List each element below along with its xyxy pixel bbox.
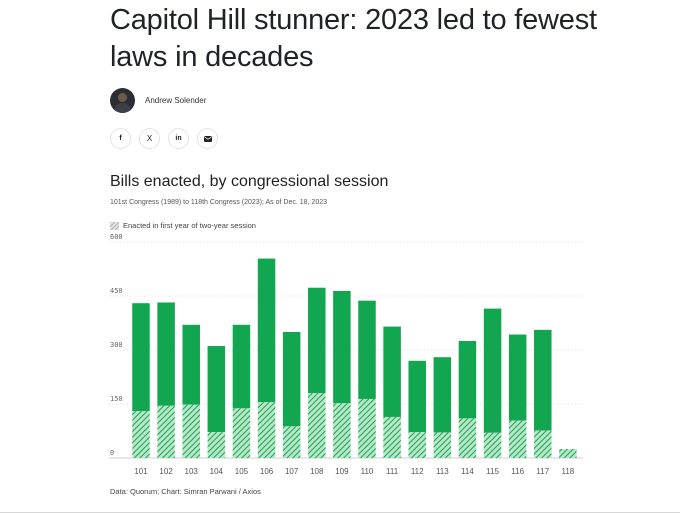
divider — [0, 512, 680, 513]
bar-first-year-113[interactable] — [433, 432, 452, 458]
x-tick-label: 117 — [536, 467, 549, 476]
bar-first-year-111[interactable] — [383, 416, 401, 458]
bar-total-112[interactable] — [408, 360, 426, 433]
bar-total-105[interactable] — [232, 324, 251, 409]
bar-first-year-105[interactable] — [232, 408, 251, 458]
author-avatar[interactable] — [110, 88, 135, 113]
bar-first-year-112[interactable] — [408, 432, 426, 458]
bar-total-114[interactable] — [458, 341, 477, 419]
x-icon: X — [146, 134, 153, 143]
bar-first-year-118[interactable] — [559, 449, 577, 458]
chart-source: Data: Quorum; Chart: Simran Parwani / Ax… — [110, 487, 261, 496]
bar-total-103[interactable] — [182, 324, 200, 405]
bar-first-year-117[interactable] — [534, 430, 552, 458]
bar-first-year-107[interactable] — [282, 426, 301, 458]
x-tick-label: 102 — [159, 467, 173, 476]
x-tick-label: 108 — [310, 467, 324, 476]
linkedin-icon: in — [175, 135, 182, 142]
bar-first-year-109[interactable] — [333, 403, 351, 458]
bar-total-115[interactable] — [483, 308, 502, 433]
bar-first-year-103[interactable] — [182, 404, 200, 458]
x-tick-label: 105 — [235, 467, 249, 476]
y-tick-label: 600 — [110, 233, 123, 241]
bar-total-110[interactable] — [358, 300, 376, 399]
chart-legend: Enacted in first year of two-year sessio… — [110, 221, 256, 230]
bar-first-year-106[interactable] — [257, 402, 276, 458]
x-tick-label: 113 — [436, 467, 449, 476]
legend-label: Enacted in first year of two-year sessio… — [123, 221, 256, 230]
share-linkedin-button[interactable]: in — [168, 128, 189, 149]
x-tick-label: 116 — [511, 467, 524, 476]
x-tick-label: 107 — [285, 467, 299, 476]
y-tick-label: 300 — [110, 341, 123, 349]
x-tick-label: 104 — [210, 467, 224, 476]
bar-total-116[interactable] — [508, 334, 527, 421]
chart-subtitle: 101st Congress (1989) to 118th Congress … — [110, 199, 327, 206]
bar-first-year-110[interactable] — [358, 398, 376, 458]
x-tick-label: 101 — [134, 467, 148, 476]
bar-total-102[interactable] — [157, 302, 175, 406]
bar-chart: 600 450 300 150 0 101 102 103 104 105 106 107 108 109… — [109, 233, 583, 476]
y-tick-label: 0 — [110, 449, 114, 457]
headline: Capitol Hill stunner: 2023 led to fewest… — [110, 4, 597, 73]
bar-total-104[interactable] — [207, 346, 226, 433]
bar-first-year-114[interactable] — [458, 418, 477, 458]
email-icon — [203, 135, 212, 142]
share-facebook-button[interactable]: f — [110, 128, 131, 149]
chart-title: Bills enacted, by congressional session — [110, 173, 389, 190]
bar-total-108[interactable] — [308, 287, 326, 394]
x-tick-label: 103 — [185, 467, 199, 476]
bar-total-101[interactable] — [132, 303, 150, 412]
x-tick-label: 118 — [562, 467, 575, 476]
x-tick-label: 111 — [386, 467, 399, 476]
share-email-button[interactable] — [197, 128, 218, 149]
legend-hatch-swatch — [110, 221, 119, 230]
bar-total-106[interactable] — [257, 258, 276, 403]
bar-total-109[interactable] — [333, 290, 351, 404]
author-name[interactable]: Andrew Solender — [145, 96, 207, 105]
share-x-button[interactable]: X — [139, 128, 160, 149]
facebook-icon: f — [119, 135, 122, 142]
x-tick-label: 106 — [260, 467, 274, 476]
x-tick-label: 115 — [486, 467, 499, 476]
x-tick-label: 114 — [461, 467, 474, 476]
bar-first-year-104[interactable] — [207, 432, 226, 458]
bar-first-year-101[interactable] — [132, 411, 150, 458]
x-tick-label: 112 — [411, 467, 424, 476]
bar-first-year-115[interactable] — [483, 432, 502, 458]
bar-total-117[interactable] — [534, 329, 552, 431]
x-tick-label: 109 — [335, 467, 349, 476]
x-tick-label: 110 — [361, 467, 374, 476]
bar-first-year-116[interactable] — [508, 420, 527, 458]
bar-total-107[interactable] — [282, 332, 301, 427]
bar-first-year-108[interactable] — [308, 393, 326, 458]
bar-total-113[interactable] — [433, 357, 452, 433]
y-tick-label: 150 — [110, 395, 123, 403]
y-tick-label: 450 — [110, 287, 123, 295]
bar-total-111[interactable] — [383, 326, 401, 417]
bar-first-year-102[interactable] — [157, 405, 175, 458]
